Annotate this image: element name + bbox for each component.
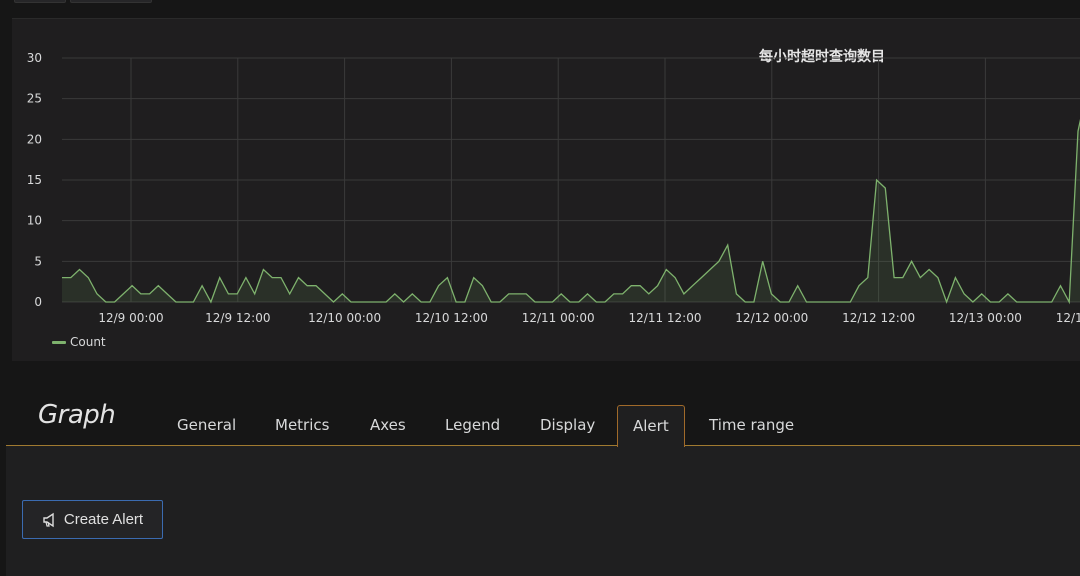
tab-divider (6, 445, 1080, 446)
y-tick-label: 5 (34, 254, 42, 268)
x-tick-label: 12/12 12:00 (842, 311, 915, 325)
panel-editor (6, 446, 1080, 576)
x-tick-label: 12/13 12:00 (1056, 311, 1080, 325)
y-tick-label: 15 (27, 173, 42, 187)
toolbar-button[interactable] (70, 0, 152, 3)
tab-legend[interactable]: Legend (430, 405, 515, 445)
legend-item-count[interactable]: Count (52, 335, 106, 349)
y-tick-label: 20 (27, 132, 42, 146)
x-tick-label: 12/10 12:00 (415, 311, 488, 325)
tab-alert[interactable]: Alert (617, 405, 685, 447)
create-alert-label: Create Alert (64, 511, 143, 528)
x-tick-label: 12/12 00:00 (735, 311, 808, 325)
x-tick-label: 12/11 00:00 (522, 311, 595, 325)
y-tick-label: 25 (27, 92, 42, 106)
tab-axes[interactable]: Axes (355, 405, 421, 445)
toolbar-button[interactable] (14, 0, 66, 3)
create-alert-button[interactable]: Create Alert (22, 500, 163, 539)
tab-display[interactable]: Display (525, 405, 610, 445)
megaphone-icon (42, 512, 58, 528)
tab-general[interactable]: General (162, 405, 251, 445)
y-tick-label: 0 (34, 295, 42, 309)
series-count-line (62, 91, 1080, 303)
tab-metrics[interactable]: Metrics (260, 405, 344, 445)
legend-swatch (52, 341, 66, 344)
x-tick-label: 12/10 00:00 (308, 311, 381, 325)
y-tick-label: 10 (27, 214, 42, 228)
y-tick-label: 30 (27, 51, 42, 65)
x-tick-label: 12/9 00:00 (98, 311, 163, 325)
editor-title: Graph (38, 400, 115, 430)
legend-label: Count (70, 335, 106, 349)
x-tick-label: 12/9 12:00 (205, 311, 270, 325)
chart: 0 5 10 15 20 25 30 12/9 00:00 12/9 12:00 12/10 00… (12, 19, 1080, 361)
x-tick-label: 12/13 00:00 (949, 311, 1022, 325)
x-tick-label: 12/11 12:00 (629, 311, 702, 325)
tab-time-range[interactable]: Time range (694, 405, 809, 445)
